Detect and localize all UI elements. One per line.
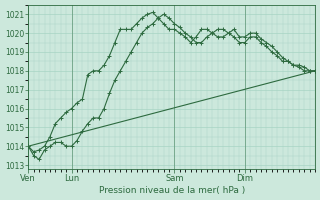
X-axis label: Pression niveau de la mer( hPa ): Pression niveau de la mer( hPa )	[99, 186, 245, 195]
